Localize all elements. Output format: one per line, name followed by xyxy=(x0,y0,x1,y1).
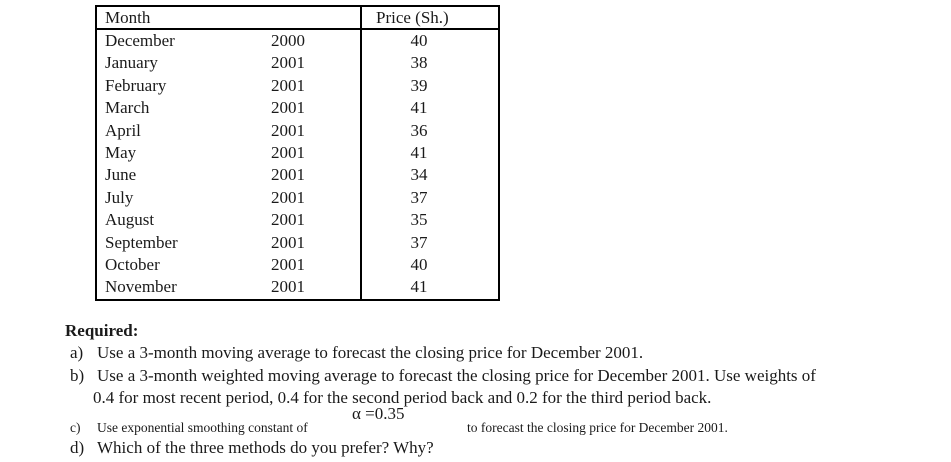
price-cell: 38 xyxy=(360,52,499,75)
table-row: July 2001 37 xyxy=(96,186,499,210)
table-row: August 2001 35 xyxy=(96,209,499,232)
price-cell: 36 xyxy=(360,119,499,143)
price-cell: 40 xyxy=(360,29,499,53)
year-cell: 2001 xyxy=(271,187,305,207)
table-row: March 2001 41 xyxy=(96,97,499,120)
year-cell: 2001 xyxy=(271,120,305,140)
month-cell: April xyxy=(105,120,141,140)
month-cell: January xyxy=(105,53,158,73)
table-row: September 2001 37 xyxy=(96,231,499,255)
month-cell: June xyxy=(105,165,137,185)
item-b-text-line2: 0.4 for most recent period, 0.4 for the … xyxy=(93,388,712,407)
table-row: November 2001 41 xyxy=(96,276,499,300)
table-header-price: Price (Sh.) xyxy=(360,6,499,30)
month-cell: February xyxy=(105,75,167,95)
requirement-item-d: d) Which of the three methods do you pre… xyxy=(0,438,951,458)
price-cell: 37 xyxy=(360,231,499,255)
table-row: October 2001 40 xyxy=(96,254,499,277)
month-cell: November xyxy=(105,277,177,297)
table-header-row: Month Price (Sh.) xyxy=(96,6,499,30)
item-c-text-before: Use exponential smoothing constant of xyxy=(97,420,308,435)
price-cell: 40 xyxy=(360,254,499,277)
price-cell: 39 xyxy=(360,74,499,98)
month-cell: August xyxy=(105,210,155,230)
requirement-item-a: a) Use a 3-month moving average to forec… xyxy=(0,343,951,363)
price-cell: 41 xyxy=(360,142,499,165)
table-row: June 2001 34 xyxy=(96,164,499,187)
price-cell: 41 xyxy=(360,97,499,120)
month-cell: March xyxy=(105,98,150,118)
year-cell: 2001 xyxy=(271,53,305,73)
price-cell: 34 xyxy=(360,164,499,187)
item-b-letter: b) xyxy=(70,366,85,385)
price-cell: 35 xyxy=(360,209,499,232)
year-cell: 2001 xyxy=(271,75,305,95)
month-cell: May xyxy=(105,143,137,163)
required-heading: Required: xyxy=(65,321,139,340)
requirement-item-b: b) Use a 3-month weighted moving average… xyxy=(0,366,951,386)
table-row: May 2001 41 xyxy=(96,142,499,165)
table-row: December 2000 40 xyxy=(96,29,499,53)
month-cell: December xyxy=(105,31,175,50)
requirement-item-c: c) Use exponential smoothing constant of… xyxy=(0,420,951,440)
year-cell: 2001 xyxy=(271,143,305,163)
item-a-text: Use a 3-month moving average to forecast… xyxy=(97,343,644,362)
year-cell: 2001 xyxy=(271,98,305,118)
item-a-letter: a) xyxy=(70,343,84,362)
item-c-text-after: to forecast the closing price for Decemb… xyxy=(467,420,728,435)
year-cell: 2001 xyxy=(271,210,305,230)
year-cell: 2001 xyxy=(271,255,305,275)
table-header-month: Month xyxy=(96,6,361,30)
price-table: Month Price (Sh.) December 2000 40 Janua… xyxy=(95,5,500,301)
table-row: January 2001 38 xyxy=(96,52,499,75)
month-cell: October xyxy=(105,255,160,275)
month-cell: July xyxy=(105,187,134,207)
year-cell: 2001 xyxy=(271,277,305,297)
item-c-letter: c) xyxy=(70,420,81,435)
table-row: April 2001 36 xyxy=(96,119,499,143)
month-cell: September xyxy=(105,232,178,252)
item-d-letter: d) xyxy=(70,438,85,457)
year-cell: 2001 xyxy=(271,165,305,185)
table-row: February 2001 39 xyxy=(96,74,499,98)
price-cell: 41 xyxy=(360,276,499,300)
item-b-text-line1: Use a 3-month weighted moving average to… xyxy=(97,366,816,385)
price-cell: 37 xyxy=(360,186,499,210)
year-cell: 2001 xyxy=(271,232,305,252)
item-d-text: Which of the three methods do you prefer… xyxy=(97,438,434,457)
alpha-constant-value: α =0.35 xyxy=(352,404,405,423)
year-cell: 2000 xyxy=(271,31,305,50)
